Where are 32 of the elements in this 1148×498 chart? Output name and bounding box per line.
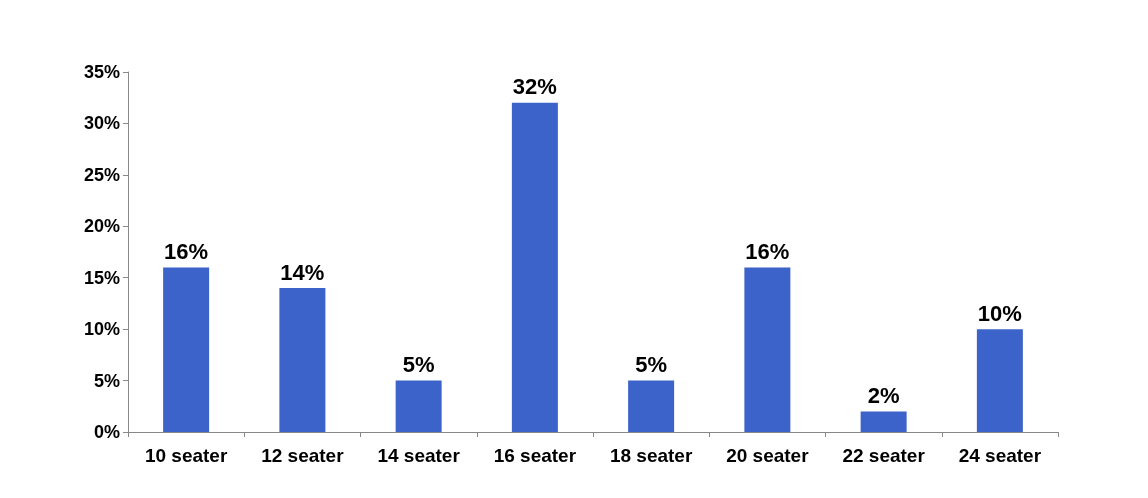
x-tick-label: 12 seater [261,445,345,466]
y-tick-label: 30% [83,113,120,134]
x-tick-label: 16 seater [493,445,577,466]
bar [860,411,907,432]
bar [744,267,791,432]
data-label: 32% [512,74,557,100]
data-label: 16% [745,238,790,264]
x-tick-label: 24 seater [958,445,1042,466]
y-tick-label: 10% [83,319,120,340]
y-tick-label: 35% [83,62,120,82]
bar [395,380,442,432]
y-tick-label: 15% [83,267,120,288]
bar [976,329,1023,432]
x-tick-label: 18 seater [609,445,693,466]
data-label: 5% [635,352,668,378]
bar [511,102,558,432]
x-tick-label: 14 seater [377,445,461,466]
x-tick-label: 22 seater [842,445,926,466]
y-tick-label: 25% [83,164,120,185]
y-tick-label: 20% [83,216,120,237]
data-label: 2% [867,382,900,408]
bar [279,288,326,432]
data-label: 16% [164,238,209,264]
data-label: 10% [977,300,1022,326]
y-tick-label: 5% [93,370,120,391]
data-label: 14% [280,259,325,285]
x-tick-label: 10 seater [144,445,228,466]
y-tick-label: 0% [93,422,120,442]
data-label: 5% [402,352,435,378]
bar [628,380,675,432]
bar [163,267,210,432]
x-tick-label: 20 seater [726,445,810,466]
